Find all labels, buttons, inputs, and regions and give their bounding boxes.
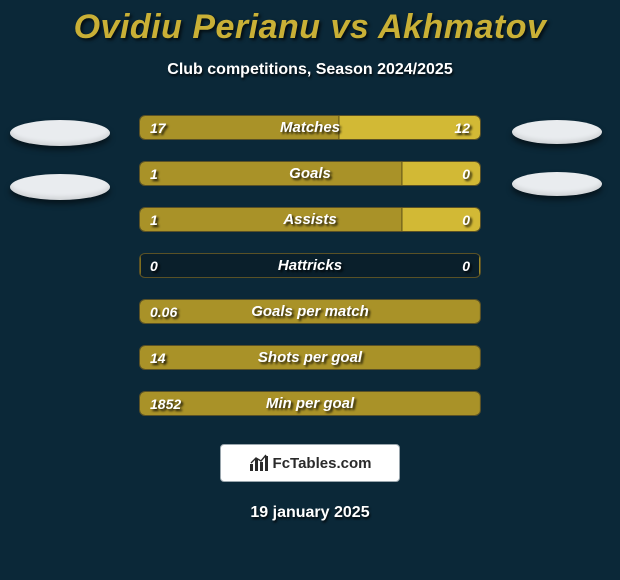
player-right-crest-1	[512, 120, 602, 144]
bar-left	[140, 392, 480, 415]
bar-right	[339, 116, 480, 139]
page-title: Ovidiu Perianu vs Akhmatov	[0, 0, 620, 47]
bar-left	[140, 254, 141, 277]
stat-label: Hattricks	[140, 254, 480, 277]
player-left-crest-1	[10, 120, 110, 146]
subtitle: Club competitions, Season 2024/2025	[0, 61, 620, 79]
brand-badge[interactable]: FcTables.com	[220, 444, 400, 482]
player-right-badges	[512, 120, 602, 196]
bar-left	[140, 116, 339, 139]
stat-row: Goals per match0.06	[139, 299, 481, 324]
player-left-badges	[10, 120, 110, 200]
bar-right	[479, 346, 480, 369]
player-right-crest-2	[512, 172, 602, 196]
stat-rows: Matches1712 Goals10 Assists10 Hattricks0 0 Go…	[139, 115, 481, 416]
date-label: 19 january 2025	[0, 504, 620, 522]
bar-left	[140, 300, 480, 323]
stat-row: Min per goal1852	[139, 391, 481, 416]
bar-left	[140, 208, 402, 231]
bar-left	[140, 346, 480, 369]
brand-label: FcTables.com	[273, 455, 372, 472]
bar-right	[479, 300, 480, 323]
stat-row: Goals10	[139, 161, 481, 186]
player-left-crest-2	[10, 174, 110, 200]
bar-left	[140, 162, 402, 185]
bar-right	[402, 208, 480, 231]
bar-right	[479, 392, 480, 415]
stat-row: Assists10	[139, 207, 481, 232]
bar-chart-icon	[249, 454, 269, 472]
bar-right	[402, 162, 480, 185]
stat-row: Matches1712	[139, 115, 481, 140]
stat-value-right: 0	[462, 254, 470, 277]
stat-row: Shots per goal14	[139, 345, 481, 370]
bar-right	[479, 254, 480, 277]
stat-row: Hattricks0 0	[139, 253, 481, 278]
stat-value-left: 0	[150, 254, 158, 277]
